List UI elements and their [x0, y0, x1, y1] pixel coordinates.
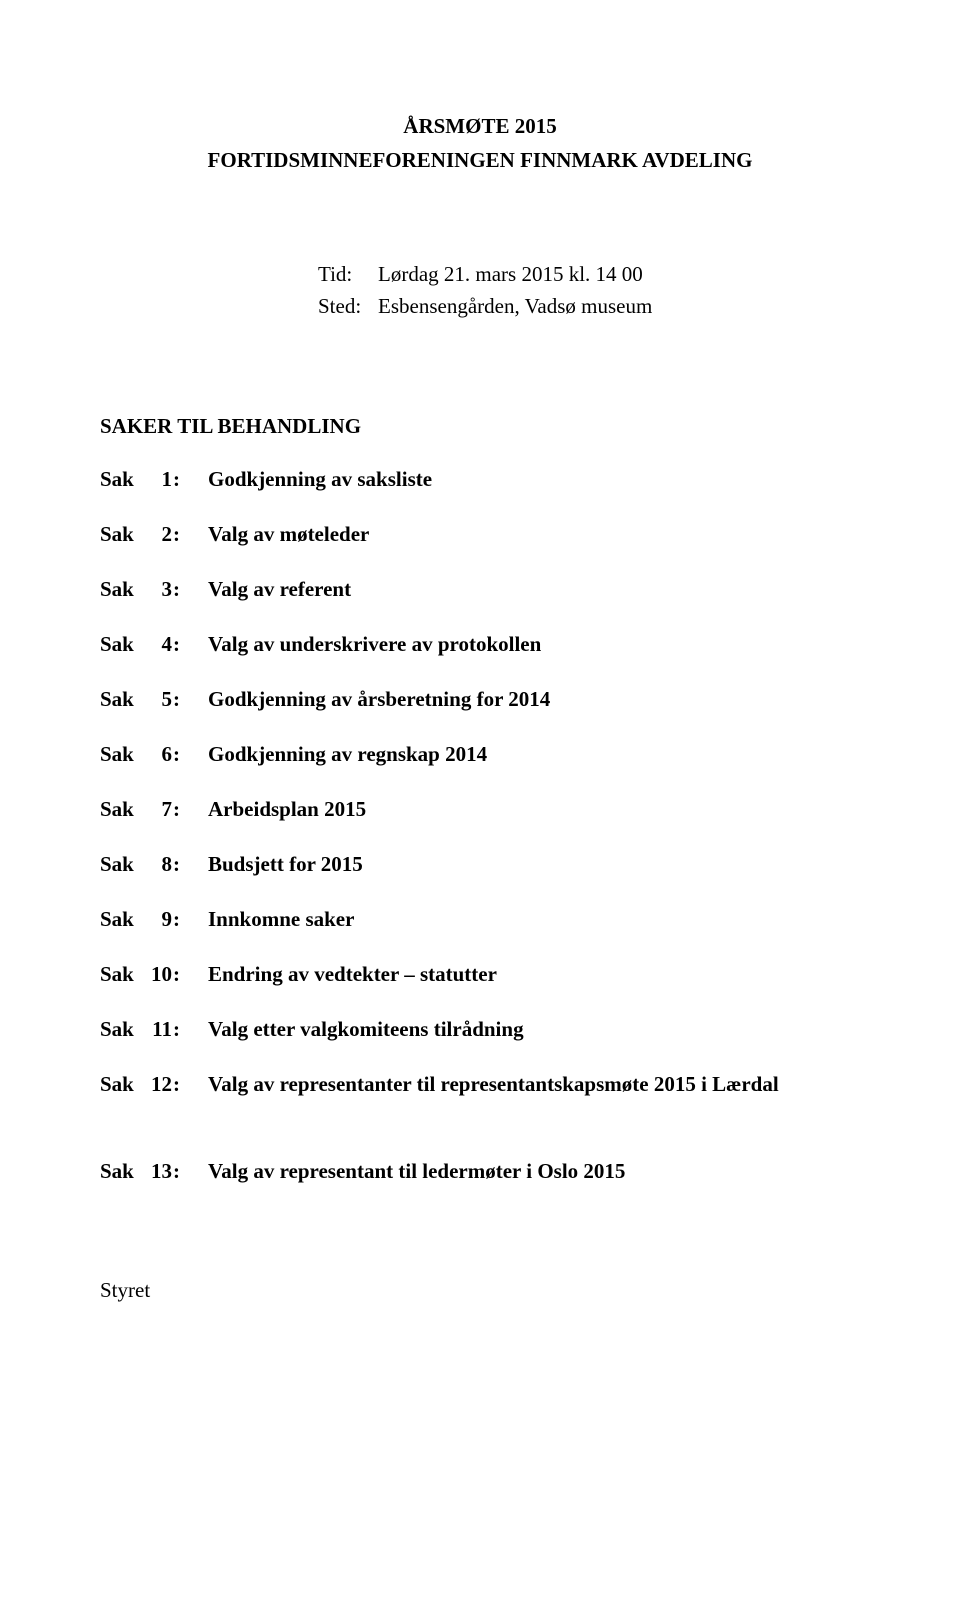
agenda-colon: : — [172, 577, 208, 602]
agenda-number: 7 — [142, 797, 172, 822]
agenda-row: Sak7:Arbeidsplan 2015 — [100, 797, 860, 822]
agenda-label: Sak — [100, 1072, 142, 1097]
agenda-label: Sak — [100, 577, 142, 602]
agenda-colon: : — [172, 852, 208, 877]
time-label: Tid: — [318, 259, 378, 291]
agenda-topic: Valg av representant til ledermøter i Os… — [208, 1159, 860, 1184]
place-label: Sted: — [318, 291, 378, 323]
agenda-label: Sak — [100, 962, 142, 987]
agenda-colon: : — [172, 687, 208, 712]
agenda-row: Sak12:Valg av representanter til represe… — [100, 1072, 860, 1097]
agenda-row: Sak9:Innkomne saker — [100, 907, 860, 932]
agenda-row: Sak11:Valg etter valgkomiteens tilrådnin… — [100, 1017, 860, 1042]
agenda-number: 1 — [142, 467, 172, 492]
agenda-label: Sak — [100, 1017, 142, 1042]
agenda-label: Sak — [100, 797, 142, 822]
datetime-row-time: Tid: Lørdag 21. mars 2015 kl. 14 00 — [318, 259, 860, 291]
agenda-label: Sak — [100, 632, 142, 657]
agenda-label: Sak — [100, 742, 142, 767]
agenda-colon: : — [172, 522, 208, 547]
agenda-number: 13 — [142, 1159, 172, 1184]
agenda-colon: : — [172, 1159, 208, 1184]
page-subtitle: FORTIDSMINNEFORENINGEN FINNMARK AVDELING — [100, 144, 860, 178]
agenda-label: Sak — [100, 467, 142, 492]
agenda-colon: : — [172, 797, 208, 822]
agenda-row: Sak3:Valg av referent — [100, 577, 860, 602]
agenda-label: Sak — [100, 852, 142, 877]
agenda-row: Sak2:Valg av møteleder — [100, 522, 860, 547]
agenda-label: Sak — [100, 907, 142, 932]
section-heading: SAKER TIL BEHANDLING — [100, 414, 860, 439]
agenda-topic: Valg av representanter til representants… — [208, 1072, 860, 1097]
datetime-block: Tid: Lørdag 21. mars 2015 kl. 14 00 Sted… — [318, 259, 860, 322]
agenda-topic: Innkomne saker — [208, 907, 860, 932]
agenda-list: Sak1:Godkjenning av sakslisteSak2:Valg a… — [100, 467, 860, 1184]
agenda-number: 2 — [142, 522, 172, 547]
agenda-colon: : — [172, 742, 208, 767]
agenda-topic: Endring av vedtekter – statutter — [208, 962, 860, 987]
footer-signature: Styret — [100, 1278, 860, 1303]
agenda-row: Sak8:Budsjett for 2015 — [100, 852, 860, 877]
agenda-number: 6 — [142, 742, 172, 767]
agenda-topic: Godkjenning av årsberetning for 2014 — [208, 687, 860, 712]
time-value: Lørdag 21. mars 2015 kl. 14 00 — [378, 259, 643, 291]
agenda-colon: : — [172, 1072, 208, 1097]
agenda-number: 11 — [142, 1017, 172, 1042]
agenda-row: Sak10:Endring av vedtekter – statutter — [100, 962, 860, 987]
datetime-row-place: Sted: Esbensengården, Vadsø museum — [318, 291, 860, 323]
agenda-colon: : — [172, 632, 208, 657]
place-value: Esbensengården, Vadsø museum — [378, 291, 652, 323]
agenda-topic: Valg etter valgkomiteens tilrådning — [208, 1017, 860, 1042]
agenda-number: 10 — [142, 962, 172, 987]
agenda-number: 9 — [142, 907, 172, 932]
agenda-topic: Valg av møteleder — [208, 522, 860, 547]
agenda-number: 12 — [142, 1072, 172, 1097]
agenda-topic: Valg av referent — [208, 577, 860, 602]
agenda-topic: Godkjenning av saksliste — [208, 467, 860, 492]
agenda-number: 8 — [142, 852, 172, 877]
agenda-topic: Arbeidsplan 2015 — [208, 797, 860, 822]
agenda-row: Sak5:Godkjenning av årsberetning for 201… — [100, 687, 860, 712]
agenda-colon: : — [172, 467, 208, 492]
agenda-number: 4 — [142, 632, 172, 657]
agenda-label: Sak — [100, 687, 142, 712]
page-title: ÅRSMØTE 2015 — [100, 110, 860, 144]
agenda-number: 5 — [142, 687, 172, 712]
agenda-topic: Valg av underskrivere av protokollen — [208, 632, 860, 657]
agenda-label: Sak — [100, 522, 142, 547]
agenda-colon: : — [172, 962, 208, 987]
agenda-number: 3 — [142, 577, 172, 602]
agenda-topic: Godkjenning av regnskap 2014 — [208, 742, 860, 767]
agenda-row: Sak13:Valg av representant til ledermøte… — [100, 1159, 860, 1184]
agenda-topic: Budsjett for 2015 — [208, 852, 860, 877]
agenda-colon: : — [172, 907, 208, 932]
agenda-label: Sak — [100, 1159, 142, 1184]
agenda-row: Sak4:Valg av underskrivere av protokolle… — [100, 632, 860, 657]
agenda-row: Sak1:Godkjenning av saksliste — [100, 467, 860, 492]
agenda-colon: : — [172, 1017, 208, 1042]
agenda-row: Sak6:Godkjenning av regnskap 2014 — [100, 742, 860, 767]
